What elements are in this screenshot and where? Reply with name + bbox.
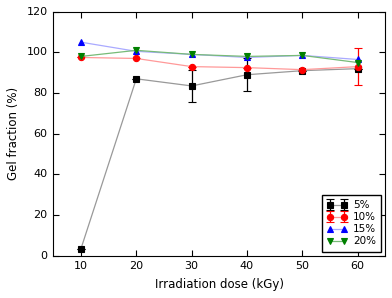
Legend: 5%, 10%, 15%, 20%: 5%, 10%, 15%, 20% xyxy=(321,195,381,252)
Y-axis label: Gel fraction (%): Gel fraction (%) xyxy=(7,87,20,180)
X-axis label: Irradiation dose (kGy): Irradiation dose (kGy) xyxy=(155,278,284,291)
